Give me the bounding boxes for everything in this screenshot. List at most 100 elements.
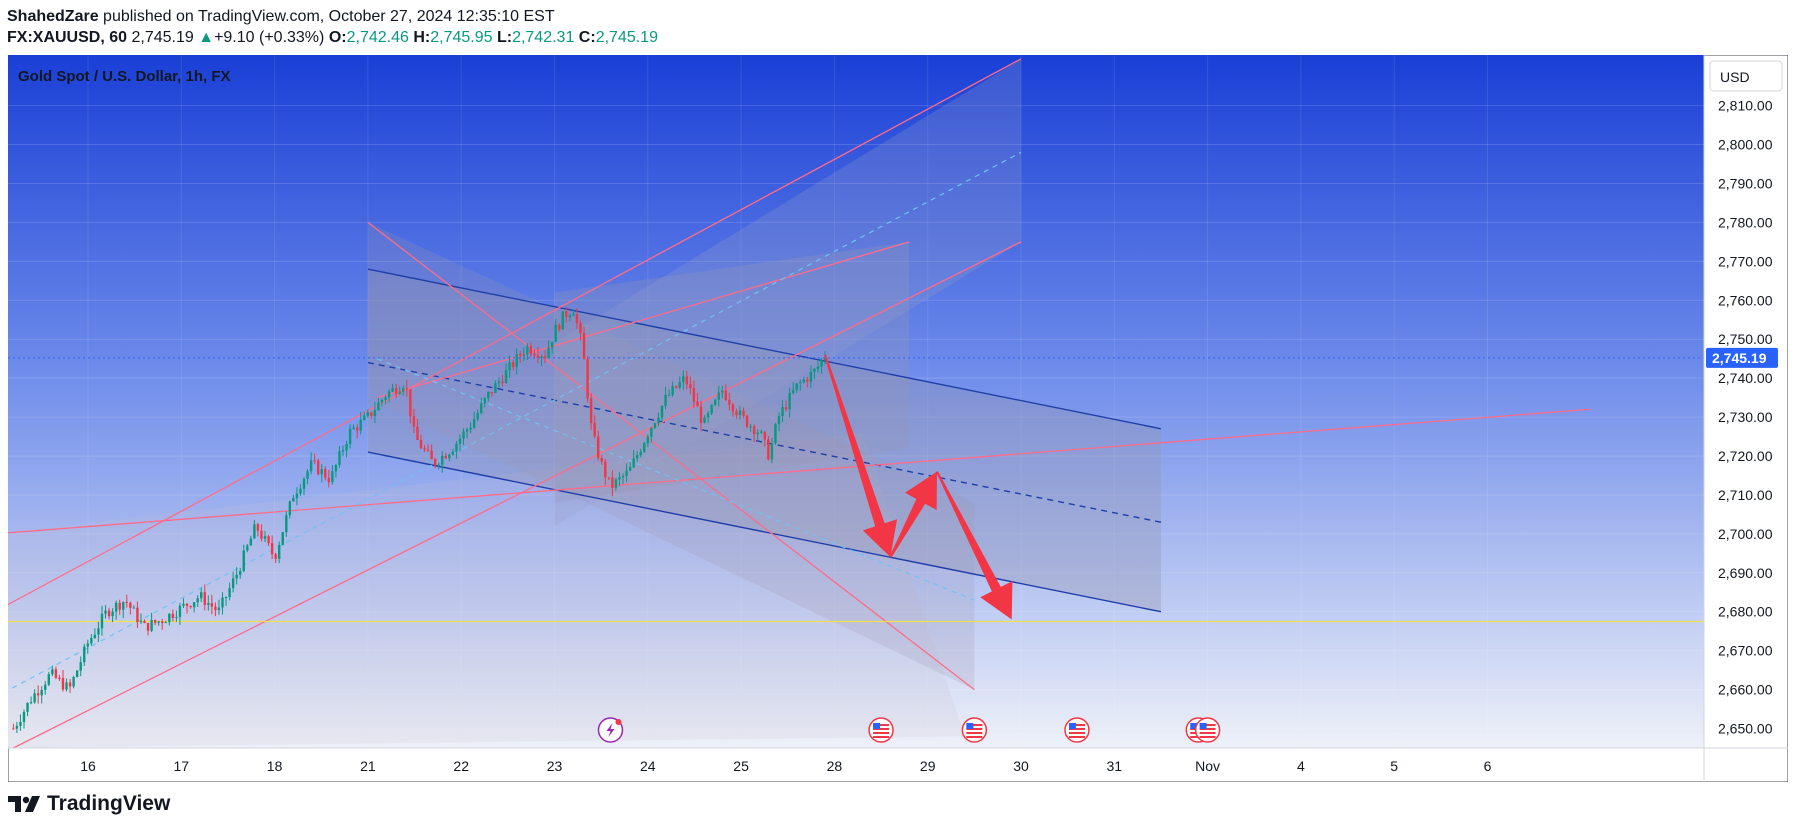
candle — [472, 411, 476, 429]
change-up-icon: ▲ — [198, 29, 215, 46]
flag-canton — [1068, 723, 1076, 729]
candle — [752, 424, 756, 443]
candle-body — [441, 455, 444, 465]
candle — [604, 458, 607, 486]
flag-canton — [1190, 723, 1198, 729]
flag-stripe — [1199, 724, 1216, 726]
time-tick-label: 30 — [1013, 758, 1029, 774]
candle-body — [653, 423, 657, 428]
candle — [79, 656, 82, 677]
candle — [309, 452, 313, 475]
candle-body — [373, 410, 377, 416]
open-value: 2,742.46 — [346, 29, 409, 46]
candle-body — [625, 470, 628, 476]
us-flag-event-icon[interactable] — [1064, 717, 1090, 743]
currency-button[interactable]: USD — [1709, 60, 1783, 92]
candle-body — [685, 376, 689, 385]
candle — [795, 383, 798, 394]
candle-body — [228, 588, 231, 598]
candle-body — [260, 530, 263, 539]
candle-body — [465, 429, 469, 432]
candle-body — [756, 432, 759, 435]
candle — [423, 445, 426, 453]
us-flag-event-icon[interactable] — [1194, 717, 1221, 743]
author-name[interactable]: ShahedZare — [7, 8, 99, 25]
candle-body — [749, 426, 752, 428]
footer-brand[interactable]: TradingView — [7, 790, 170, 818]
candle — [118, 599, 121, 615]
candle — [40, 686, 43, 704]
candle-body — [355, 427, 359, 431]
candle — [394, 383, 398, 398]
candle-body — [533, 353, 536, 356]
candle-body — [320, 469, 323, 475]
projection-arrow — [936, 471, 1013, 620]
candle — [728, 392, 731, 411]
candle-body — [469, 427, 472, 430]
candle-body — [58, 677, 61, 679]
us-flag-event-icon[interactable] — [868, 717, 894, 743]
close-label: C: — [578, 29, 596, 46]
channel-zone-lower — [8, 432, 965, 748]
candle-body — [632, 458, 635, 468]
candle — [494, 380, 497, 394]
candle — [643, 441, 646, 454]
candle-body — [575, 314, 579, 324]
ascending-zone-upper — [554, 58, 1021, 527]
candle-body — [402, 388, 405, 392]
candle-body — [536, 355, 540, 358]
candle — [278, 541, 281, 564]
candle — [306, 469, 309, 485]
candle-body — [448, 454, 451, 459]
candle — [540, 354, 543, 367]
event-icons[interactable] — [597, 717, 1221, 743]
candle-body — [745, 415, 749, 427]
candle — [68, 679, 72, 693]
candle — [593, 415, 596, 439]
candle — [185, 603, 189, 614]
candle-body — [682, 376, 685, 383]
symbol-label: FX:XAUUSD, 60 — [7, 29, 128, 46]
candles-layer[interactable] — [12, 306, 827, 733]
candle-body — [639, 451, 642, 456]
candle — [270, 535, 274, 559]
candle-body — [153, 620, 157, 623]
candle-body — [781, 406, 784, 416]
candle — [65, 678, 68, 692]
candle — [636, 451, 639, 462]
candle — [19, 714, 22, 731]
candle-body — [359, 419, 362, 431]
candle — [533, 349, 536, 358]
earnings-event-icon[interactable] — [597, 717, 624, 743]
candle — [674, 385, 678, 389]
price-chart[interactable]: 2,650.00 2,660.00 2,670.00 2,680.00 2,690.00… — [8, 55, 1788, 782]
candle — [458, 434, 462, 452]
candle — [558, 323, 561, 333]
projection-arrows[interactable] — [824, 354, 1013, 620]
candle-body — [703, 417, 706, 423]
price-axis[interactable]: 2,650.00 2,660.00 2,670.00 2,680.00 2,690.00… — [1718, 98, 1773, 737]
candle — [696, 393, 699, 407]
candle — [150, 612, 153, 633]
candle-body — [182, 603, 185, 606]
candle — [441, 451, 444, 473]
flag-stripe — [873, 732, 890, 734]
candle — [646, 434, 650, 448]
us-flag-event-icon[interactable] — [961, 717, 988, 743]
flag-stripe — [1199, 736, 1216, 738]
candle — [777, 412, 781, 432]
candle — [334, 463, 338, 478]
candle-body — [100, 613, 104, 629]
flag-canton — [873, 723, 881, 729]
candle — [419, 434, 423, 449]
time-axis[interactable]: 16 17 18 21 22 23 24 25 28 29 30 31 Nov 4 5 6 — [80, 758, 1491, 774]
candle — [221, 592, 224, 615]
candle-body — [136, 607, 139, 623]
flag-stripe — [966, 732, 983, 734]
candle — [465, 427, 469, 439]
candle — [355, 424, 359, 439]
candle — [171, 609, 175, 622]
candle — [444, 452, 447, 460]
candle-body — [678, 382, 681, 388]
candle-body — [813, 369, 816, 372]
